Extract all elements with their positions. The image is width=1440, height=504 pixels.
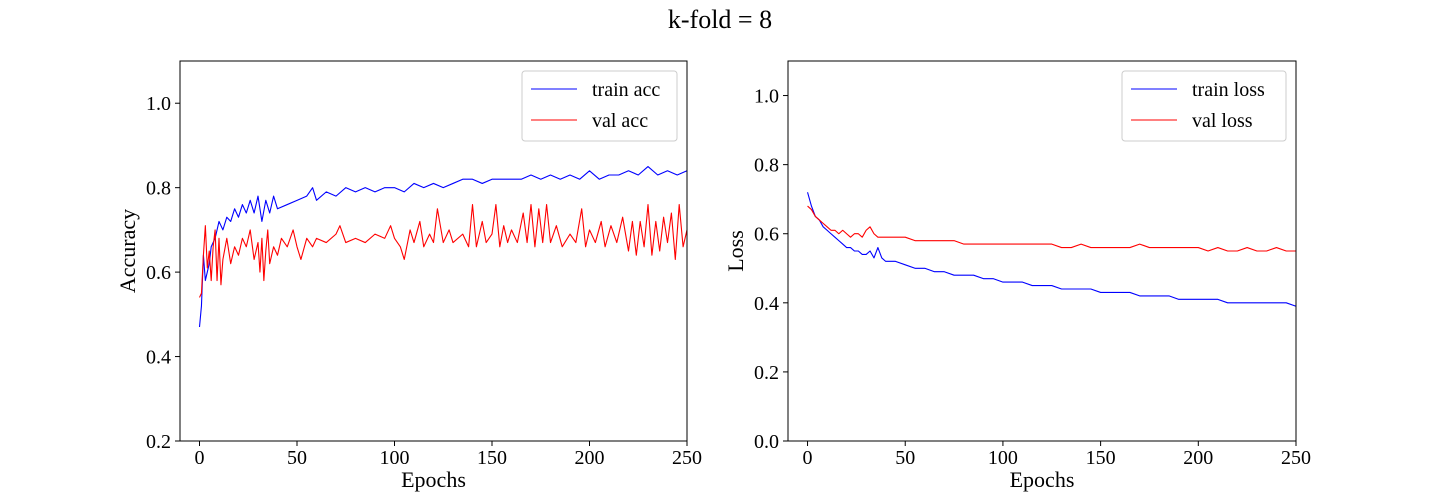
legend: train loss val loss — [1121, 70, 1287, 142]
legend-entry-label: train acc — [592, 79, 660, 101]
x-tick-label: 100 — [988, 447, 1018, 469]
y-tick-label: 0.6 — [146, 262, 171, 284]
x-tick-label: 200 — [575, 447, 605, 469]
legend-entry-label: train loss — [1192, 79, 1265, 101]
y-tick-label: 1.0 — [146, 93, 171, 115]
y-tick-label: 0.2 — [146, 431, 171, 453]
y-tick-label: 0.2 — [754, 362, 779, 384]
x-tick-label: 0 — [195, 447, 205, 469]
y-tick-label: 0.0 — [754, 431, 779, 453]
y-tick-label: 0.6 — [754, 224, 779, 246]
y-tick-label: 1.0 — [754, 86, 779, 108]
legend-entry-label: val acc — [592, 110, 648, 132]
figure-suptitle: k-fold = 8 — [668, 5, 772, 34]
x-tick-label: 50 — [895, 447, 915, 469]
series-line-train-acc — [198, 166, 688, 328]
y-tick-label: 0.4 — [146, 347, 171, 369]
y-tick-label: 0.8 — [146, 178, 171, 200]
x-tick-label: 100 — [380, 447, 410, 469]
x-tick-label: 200 — [1183, 447, 1213, 469]
series-line-val-acc — [199, 204, 688, 298]
legend-entry-label: val loss — [1192, 110, 1253, 132]
x-axis-label: Epochs — [401, 467, 466, 492]
series-line-train-loss — [807, 192, 1297, 307]
x-axis-label: Epochs — [1010, 467, 1075, 492]
y-axis-label: Accuracy — [115, 209, 140, 293]
y-tick-label: 0.4 — [754, 293, 779, 315]
x-tick-label: 150 — [477, 447, 507, 469]
x-tick-label: 150 — [1086, 447, 1116, 469]
series-line-val-loss — [807, 205, 1296, 252]
x-tick-label: 250 — [672, 447, 702, 469]
loss-subplot: 0 50 100 150 200 250 0.0 0.2 0.4 0.6 0.8 1.0 Epochs L… — [723, 60, 1311, 492]
legend: train acc val acc — [521, 70, 678, 142]
axes-frame — [787, 60, 1297, 442]
y-axis-label: Loss — [723, 230, 748, 272]
x-tick-label: 50 — [287, 447, 307, 469]
x-tick-label: 250 — [1281, 447, 1311, 469]
x-tick-label: 0 — [803, 447, 813, 469]
axes-frame — [179, 60, 688, 442]
accuracy-subplot: 0 50 100 150 200 250 0.2 0.4 0.6 0.8 1.0 Epochs Accu… — [115, 60, 702, 492]
y-tick-label: 0.8 — [754, 155, 779, 177]
